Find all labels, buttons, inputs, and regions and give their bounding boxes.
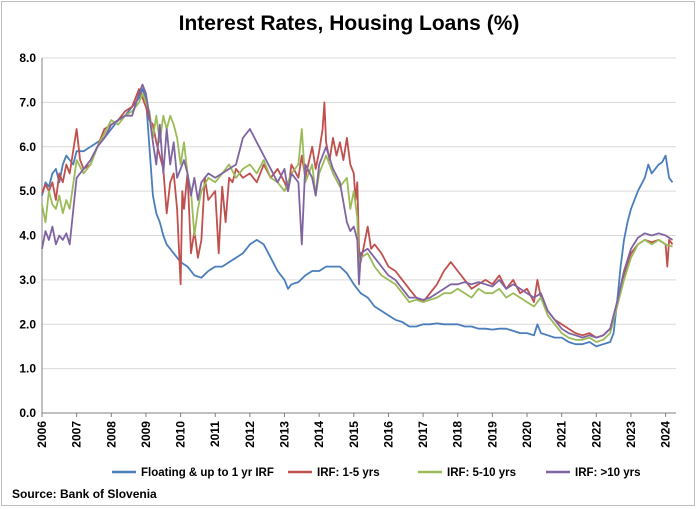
legend-label-0: Floating & up to 1 yr IRF: [141, 467, 274, 479]
y-tick-label-6: 6.0: [19, 140, 36, 154]
y-tick-label-5: 5.0: [19, 184, 36, 198]
x-tick-label-14: 2020: [520, 421, 534, 448]
x-tick-label-11: 2017: [416, 421, 430, 448]
series-line-0: [41, 88, 674, 348]
x-tick-label-6: 2012: [243, 421, 257, 448]
x-tick-label-7: 2013: [278, 421, 292, 448]
x-tick-label-3: 2009: [139, 421, 153, 448]
series-line-3: [41, 83, 673, 339]
axes: 0.0 1.0 2.0 3.0 4.0 5.0 6.0 7.0 8.0 2006 2007 2008 2…: [19, 51, 676, 448]
x-tick-label-1: 2007: [70, 421, 84, 448]
x-tick-label-18: 2024: [659, 421, 673, 448]
legend-label-1: IRF: 1-5 yrs: [317, 467, 380, 479]
y-tick-label-1: 1.0: [19, 362, 36, 376]
x-tick-label-0: 2006: [35, 421, 49, 448]
legend-label-3: IRF: >10 yrs: [575, 467, 641, 479]
x-tick-label-9: 2015: [347, 421, 361, 448]
x-tick-label-15: 2021: [555, 421, 569, 448]
x-tick-label-4: 2010: [174, 421, 188, 448]
series-lines: [41, 83, 674, 348]
x-tick-label-10: 2016: [381, 421, 395, 448]
y-tick-label-4: 4.0: [19, 229, 36, 243]
legend: Floating & up to 1 yr IRF IRF: 1-5 yrs IRF…: [112, 467, 641, 479]
y-tick-label-2: 2.0: [19, 317, 36, 331]
x-tick-label-12: 2018: [451, 421, 465, 448]
x-tick-label-16: 2022: [589, 421, 603, 448]
x-tick-label-5: 2011: [208, 421, 222, 447]
series-line-2: [41, 92, 673, 343]
y-tick-label-3: 3.0: [19, 273, 36, 287]
y-tick-label-7: 7.0: [19, 95, 36, 109]
source-note: Source: Bank of Slovenia: [12, 487, 157, 501]
x-tick-label-2: 2008: [104, 421, 118, 448]
y-tick-label-8: 8.0: [19, 51, 36, 65]
x-tick-label-13: 2019: [485, 421, 499, 448]
series-line-1: [41, 88, 674, 339]
x-tick-label-17: 2023: [624, 421, 638, 448]
x-tick-label-8: 2014: [312, 421, 326, 448]
legend-label-2: IRF: 5-10 yrs: [447, 467, 516, 479]
chart-title: Interest Rates, Housing Loans (%): [178, 12, 520, 35]
y-tick-label-0: 0.0: [19, 406, 36, 420]
